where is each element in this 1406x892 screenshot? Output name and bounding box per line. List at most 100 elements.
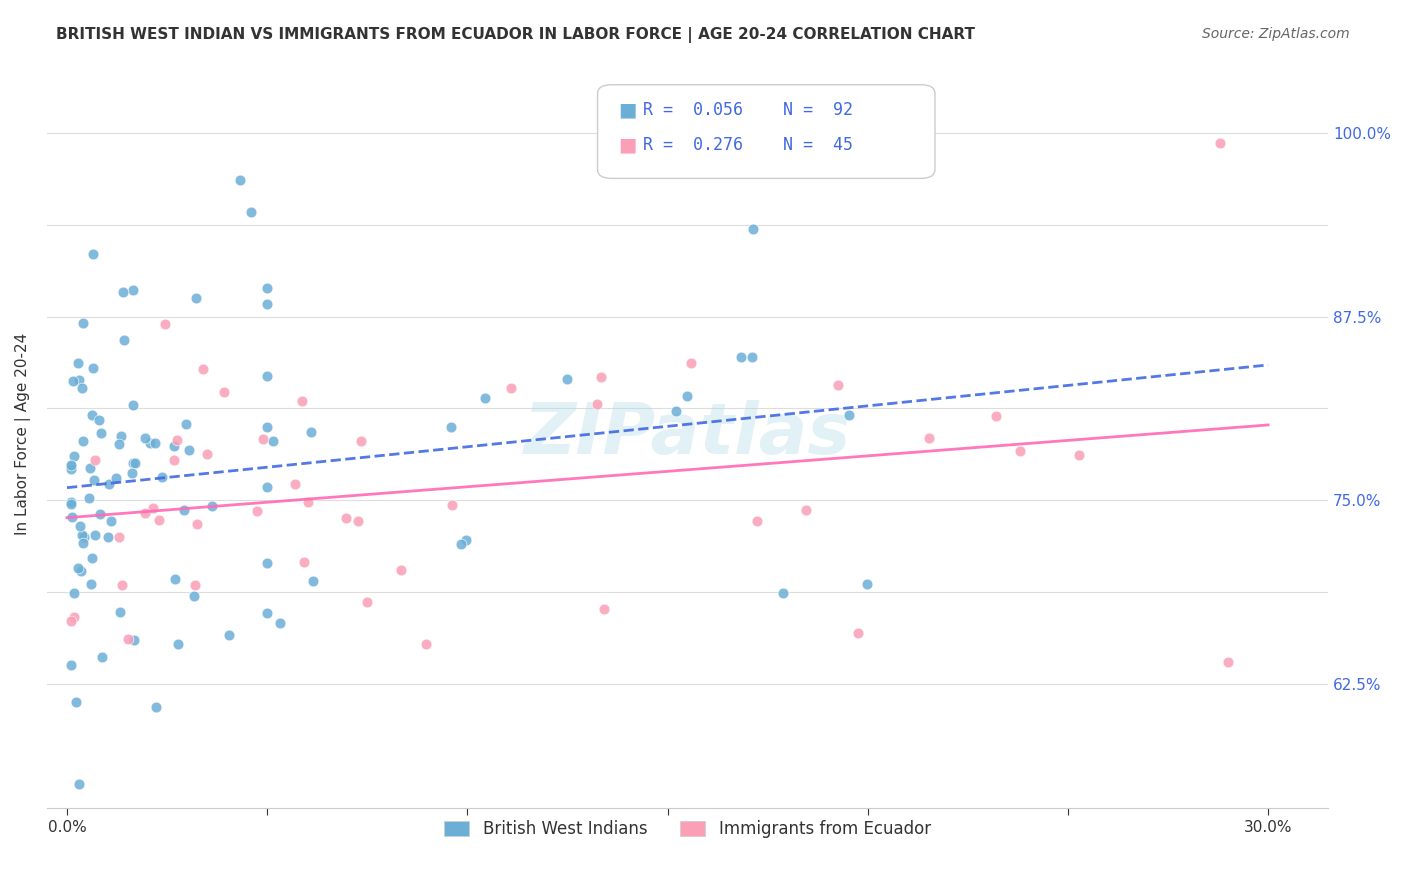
Point (162, 439, 184, 453)
Y-axis label: In Labor Force | Age 20-24: In Labor Force | Age 20-24 (15, 333, 31, 535)
Point (121, 398, 143, 412)
Point (229, 173, 252, 187)
Point (794, 502, 817, 516)
Point (150, 470, 173, 484)
Point (256, 419, 278, 434)
Text: R =  0.276    N =  45: R = 0.276 N = 45 (643, 136, 852, 154)
Point (105, 471, 128, 485)
Point (83, 453, 105, 467)
Point (440, 419, 463, 434)
Point (73, 530, 96, 544)
Point (246, 504, 269, 518)
Point (163, 453, 186, 467)
Point (292, 555, 315, 569)
Point (299, 425, 322, 439)
Point (356, 594, 378, 608)
Point (454, 533, 477, 548)
Point (67, 777, 90, 791)
Point (65, 695, 87, 709)
Point (586, 397, 609, 411)
Point (145, 699, 167, 714)
Point (60, 459, 83, 474)
Point (112, 285, 135, 300)
Point (589, 370, 612, 384)
Point (302, 574, 325, 588)
Point (499, 381, 522, 395)
Point (284, 477, 307, 491)
Point (186, 517, 208, 532)
Point (80, 576, 103, 591)
Point (212, 384, 235, 399)
Point (110, 429, 132, 443)
Point (184, 578, 207, 592)
Point (59, 658, 82, 673)
Point (593, 602, 616, 616)
Point (82, 247, 104, 261)
Point (201, 499, 224, 513)
Point (79, 460, 101, 475)
Text: ■: ■ (619, 136, 637, 155)
Point (262, 434, 284, 448)
Point (134, 431, 156, 445)
Text: R =  0.056    N =  92: R = 0.056 N = 92 (643, 101, 852, 119)
Point (557, 372, 579, 386)
Point (1216, 655, 1239, 669)
Point (252, 432, 274, 446)
Point (63, 449, 86, 463)
Point (389, 563, 412, 577)
Point (121, 467, 143, 481)
Point (846, 626, 869, 640)
Point (91, 650, 114, 665)
Point (256, 556, 278, 570)
Point (77, 491, 100, 506)
Point (70, 381, 93, 395)
Point (741, 350, 763, 364)
Point (193, 361, 215, 376)
Point (1010, 443, 1032, 458)
Point (72, 535, 94, 549)
Point (70, 564, 93, 578)
Point (838, 408, 860, 422)
Point (124, 456, 146, 470)
Point (122, 456, 145, 470)
Point (747, 514, 769, 528)
Point (59, 497, 82, 511)
Point (108, 605, 131, 619)
Point (679, 356, 702, 370)
Point (66, 561, 89, 575)
Point (72, 316, 94, 330)
Point (66, 355, 89, 369)
Point (335, 511, 357, 525)
Point (675, 389, 697, 403)
Text: ■: ■ (619, 100, 637, 120)
Point (166, 433, 188, 447)
Point (256, 480, 278, 494)
Point (84, 527, 107, 541)
Point (440, 499, 463, 513)
Point (256, 606, 278, 620)
Point (270, 616, 292, 631)
Legend: British West Indians, Immigrants from Ecuador: British West Indians, Immigrants from Ec… (437, 814, 938, 845)
Point (60, 614, 83, 628)
Point (855, 577, 877, 591)
Point (72, 434, 94, 449)
Point (346, 515, 368, 529)
Point (112, 333, 135, 347)
Point (239, 205, 262, 219)
Point (1209, 136, 1232, 151)
Point (665, 404, 688, 418)
Point (124, 633, 146, 648)
Point (730, 350, 752, 364)
Point (108, 437, 131, 451)
Point (415, 637, 437, 651)
Point (70, 528, 93, 542)
Point (97, 530, 120, 544)
Point (90, 425, 112, 440)
Point (450, 537, 472, 551)
Text: ZIPatlas: ZIPatlas (524, 400, 851, 468)
Point (139, 436, 162, 450)
Point (142, 501, 165, 516)
Point (166, 637, 188, 651)
Point (69, 518, 91, 533)
Point (163, 572, 186, 586)
